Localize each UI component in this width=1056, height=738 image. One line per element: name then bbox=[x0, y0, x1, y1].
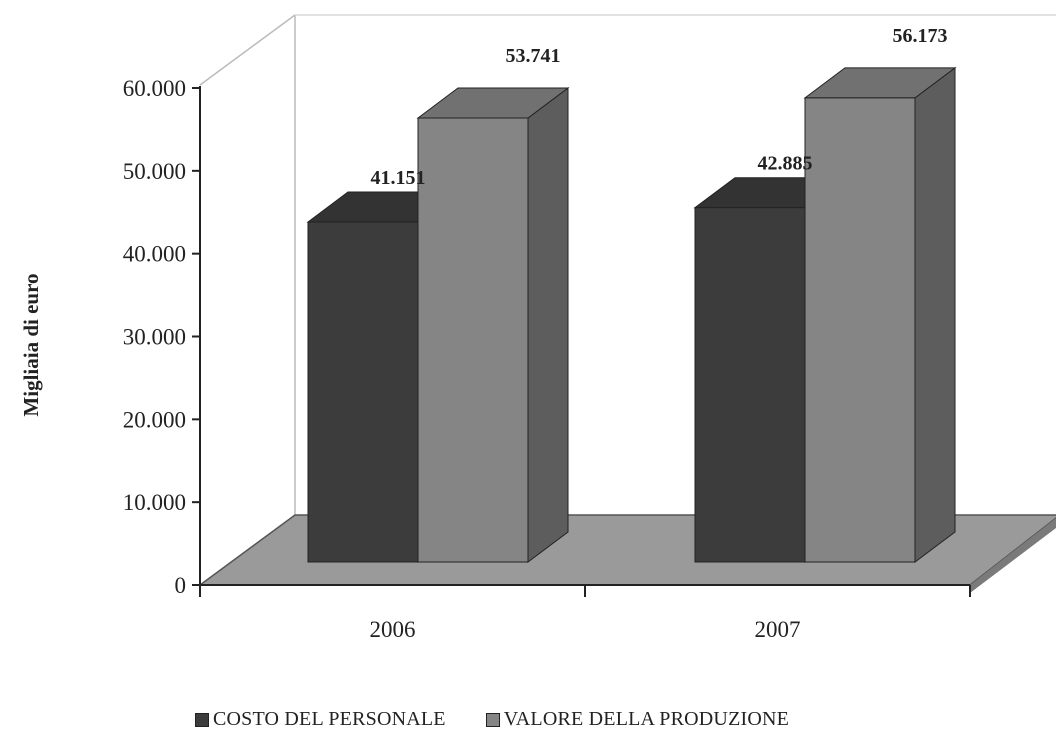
bar-front-face bbox=[307, 221, 419, 563]
chart-floor-edge bbox=[970, 518, 1056, 593]
y-tick-label-1: 10.000 bbox=[123, 490, 186, 515]
legend-swatch-series-2 bbox=[485, 712, 500, 727]
data-label-2006-series-2: 53.741 bbox=[506, 45, 561, 67]
legend-item-series-1: COSTO DEL PERSONALE bbox=[195, 708, 446, 731]
x-tick-label-0: 2006 bbox=[370, 617, 416, 642]
data-label-2006-series-1: 41.151 bbox=[371, 167, 426, 189]
bar-2006-series-2 bbox=[416, 87, 570, 563]
y-tick-label-4: 40.000 bbox=[123, 242, 186, 267]
data-label-2007-series-2: 56.173 bbox=[893, 25, 948, 47]
data-label-2007-series-1: 42.885 bbox=[758, 153, 813, 175]
chart: 0 10.000 20.000 30.000 40.000 50.000 60.000 200… bbox=[19, 14, 1056, 642]
chart-axes: 0 10.000 20.000 30.000 40.000 50.000 60.000 200… bbox=[123, 76, 971, 642]
legend-item-series-2: VALORE DELLA PRODUZIONE bbox=[485, 708, 790, 731]
legend-label-series-1: COSTO DEL PERSONALE bbox=[213, 708, 446, 730]
side-wall-top-edge bbox=[199, 14, 296, 86]
bar-front-face bbox=[694, 207, 806, 563]
legend: COSTO DEL PERSONALE VALORE DELLA PRODUZI… bbox=[195, 708, 789, 731]
x-tick-label-1: 2007 bbox=[755, 617, 801, 642]
chart-walls bbox=[199, 14, 1056, 515]
bar-side-face bbox=[527, 87, 569, 563]
bar-front-face bbox=[804, 97, 916, 563]
bar-front-face bbox=[417, 117, 529, 563]
y-tick-label-5: 50.000 bbox=[123, 159, 186, 184]
y-tick-label-0: 0 bbox=[175, 573, 187, 598]
legend-label-series-2: VALORE DELLA PRODUZIONE bbox=[503, 708, 790, 730]
chart-labels: 41.151 53.741 42.885 56.173 bbox=[371, 25, 948, 189]
y-tick-label-3: 30.000 bbox=[123, 325, 186, 350]
legend-swatch-series-1 bbox=[195, 712, 209, 727]
bar-2007-series-2 bbox=[803, 66, 957, 563]
bar-side-face bbox=[914, 66, 956, 563]
chart-bars bbox=[306, 66, 957, 563]
y-axis-title: Migliaia di euro bbox=[19, 273, 43, 416]
y-tick-label-6: 60.000 bbox=[123, 76, 186, 101]
y-tick-label-2: 20.000 bbox=[123, 407, 186, 432]
